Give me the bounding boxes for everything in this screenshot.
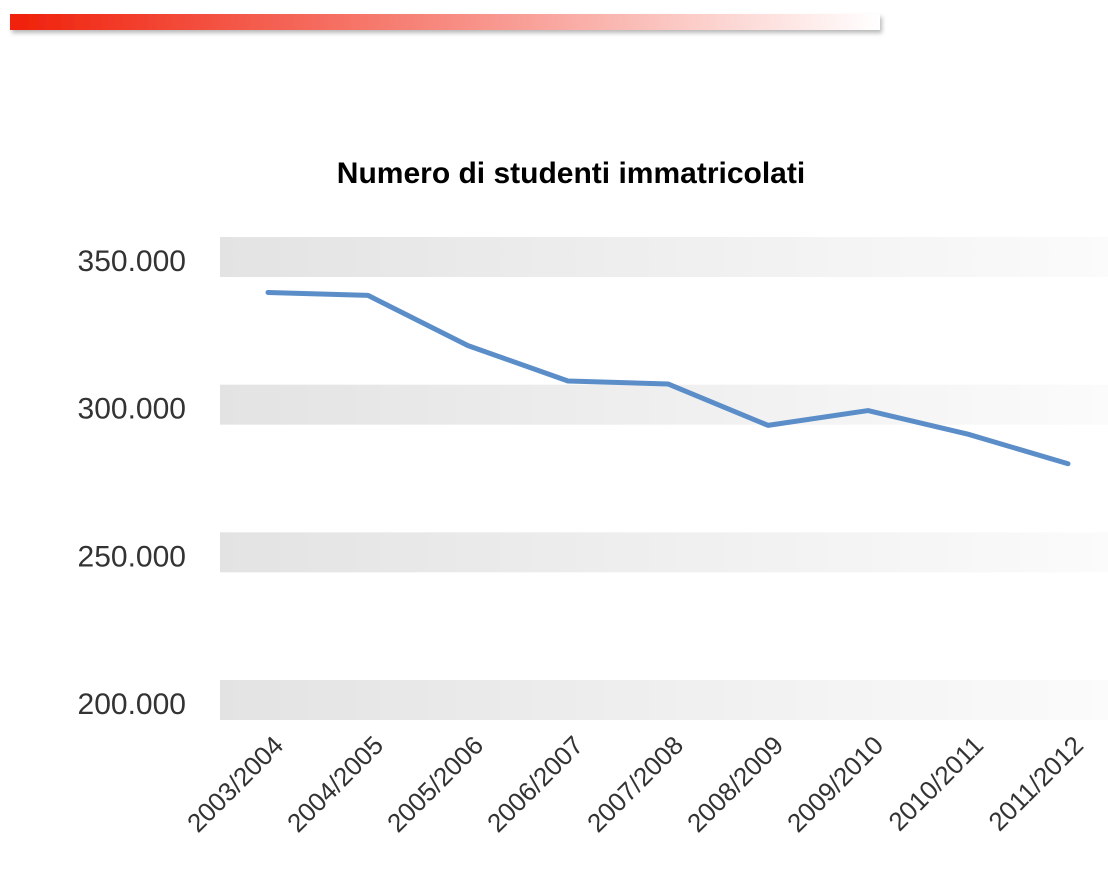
x-tick-label: 2008/2009 xyxy=(681,730,789,838)
x-tick-label: 2006/2007 xyxy=(481,730,589,838)
chart-title: Numero di studenti immatricolati xyxy=(337,157,805,190)
header-bar xyxy=(10,14,880,30)
y-tick-label: 200.000 xyxy=(78,688,186,721)
grid-band xyxy=(220,532,1108,573)
y-tick-label: 300.000 xyxy=(78,393,186,426)
x-tick-label: 2009/2010 xyxy=(781,730,889,838)
x-tick-label: 2005/2006 xyxy=(381,730,489,838)
x-tick-label: 2004/2005 xyxy=(281,730,389,838)
grid-band xyxy=(220,680,1108,720)
grid-band xyxy=(220,237,1108,277)
data-line xyxy=(265,289,1071,467)
grid-band xyxy=(220,384,1108,425)
x-tick-label: 2010/2011 xyxy=(882,730,989,837)
x-tick-label: 2003/2004 xyxy=(181,730,289,838)
x-tick-label: 2011/2012 xyxy=(982,730,1089,837)
x-tick-label: 2007/2008 xyxy=(581,730,689,838)
y-tick-label: 350.000 xyxy=(78,245,186,278)
y-tick-label: 250.000 xyxy=(78,540,186,573)
